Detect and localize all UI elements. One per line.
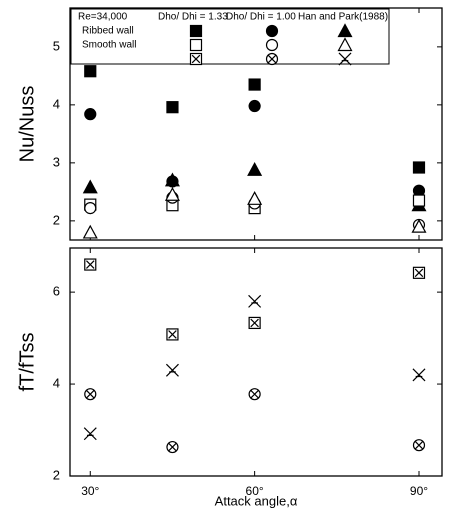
marker-shape	[265, 24, 279, 38]
data-point	[84, 258, 97, 271]
legend-box	[70, 8, 390, 65]
y-tick-label: 4	[53, 376, 60, 391]
y-axis-title: Nu/Nuss	[16, 86, 38, 163]
legend-marker	[337, 23, 353, 38]
legend-row-label: Ribbed wall	[82, 26, 134, 37]
x-axis-title: Attack angle,α	[215, 493, 298, 508]
marker-shape	[168, 330, 177, 339]
marker-shape	[267, 54, 277, 64]
marker-shape	[265, 38, 279, 52]
y-tick-label: 2	[53, 467, 60, 482]
data-point	[82, 224, 98, 239]
data-point	[166, 328, 179, 341]
data-point	[412, 161, 426, 174]
marker-shape	[337, 23, 353, 38]
x-tick-label: 90°	[410, 484, 428, 498]
data-point	[84, 108, 97, 121]
data-point	[83, 427, 97, 441]
data-point	[248, 78, 261, 91]
legend-marker	[265, 38, 279, 52]
marker-shape	[248, 294, 262, 308]
marker-shape	[247, 191, 263, 205]
data-point	[165, 363, 179, 377]
legend-marker	[265, 52, 279, 66]
legend-marker	[189, 52, 203, 66]
marker-shape	[248, 78, 261, 91]
x-tick-label: 30°	[81, 484, 99, 498]
x-tick-label: 60°	[246, 484, 264, 498]
data-point	[248, 388, 261, 401]
data-point	[412, 439, 426, 452]
data-point	[411, 218, 427, 233]
legend-marker	[189, 24, 203, 38]
data-point	[248, 99, 261, 113]
marker-shape	[168, 442, 177, 452]
y-axis-title: fT/fTss	[16, 333, 38, 392]
legend-marker	[337, 37, 353, 52]
marker-shape	[189, 38, 203, 52]
data-point	[164, 187, 180, 201]
marker-shape	[82, 179, 98, 194]
marker-shape	[411, 218, 427, 233]
data-point	[412, 194, 426, 207]
marker-shape	[337, 37, 353, 52]
y-tick-label: 6	[53, 284, 60, 299]
marker-shape	[191, 54, 201, 64]
data-point	[247, 162, 263, 176]
legend-marker	[265, 24, 279, 38]
y-tick-label: 3	[53, 154, 60, 169]
marker-shape	[189, 24, 203, 38]
data-point	[248, 316, 261, 330]
data-point	[166, 101, 179, 114]
legend-header: Re=34,000	[78, 12, 128, 23]
marker-shape	[166, 101, 179, 114]
marker-shape	[82, 224, 98, 239]
data-point	[82, 179, 98, 194]
marker-shape	[84, 108, 97, 121]
y-tick-label: 2	[53, 212, 60, 227]
legend-row-label: Smooth wall	[82, 40, 136, 51]
data-point	[412, 368, 426, 382]
plot-frame	[69, 7, 443, 241]
legend-marker	[338, 52, 352, 66]
marker-shape	[85, 389, 95, 399]
legend-header: Dho/ Dhi = 1.33	[158, 12, 228, 23]
marker-shape	[414, 268, 424, 278]
marker-shape	[414, 440, 424, 450]
marker-shape	[412, 194, 426, 207]
marker-shape	[250, 389, 259, 399]
marker-shape	[250, 318, 259, 328]
data-point	[412, 266, 426, 279]
marker-shape	[83, 427, 97, 441]
data-point	[84, 388, 97, 401]
marker-shape	[164, 187, 180, 201]
legend-header: Han and Park(1988)	[298, 12, 388, 23]
data-point	[247, 191, 263, 205]
marker-shape	[247, 162, 263, 176]
y-tick-label: 5	[53, 38, 60, 53]
data-point	[248, 294, 262, 308]
data-point	[84, 65, 97, 78]
legend-header: Dho/ Dhi = 1.00	[226, 12, 296, 23]
marker-shape	[84, 202, 97, 215]
marker-shape	[412, 161, 426, 174]
data-point	[166, 440, 179, 454]
data-point	[84, 202, 97, 215]
marker-shape	[165, 363, 179, 377]
marker-shape	[412, 368, 426, 382]
marker-shape	[248, 99, 261, 113]
legend-marker	[189, 38, 203, 52]
y-tick-label: 4	[53, 96, 60, 111]
plot-frame	[69, 247, 443, 477]
data-point	[164, 172, 180, 187]
marker-shape	[85, 260, 95, 269]
marker-shape	[164, 172, 180, 187]
marker-shape	[84, 65, 97, 78]
marker-shape	[338, 52, 352, 66]
